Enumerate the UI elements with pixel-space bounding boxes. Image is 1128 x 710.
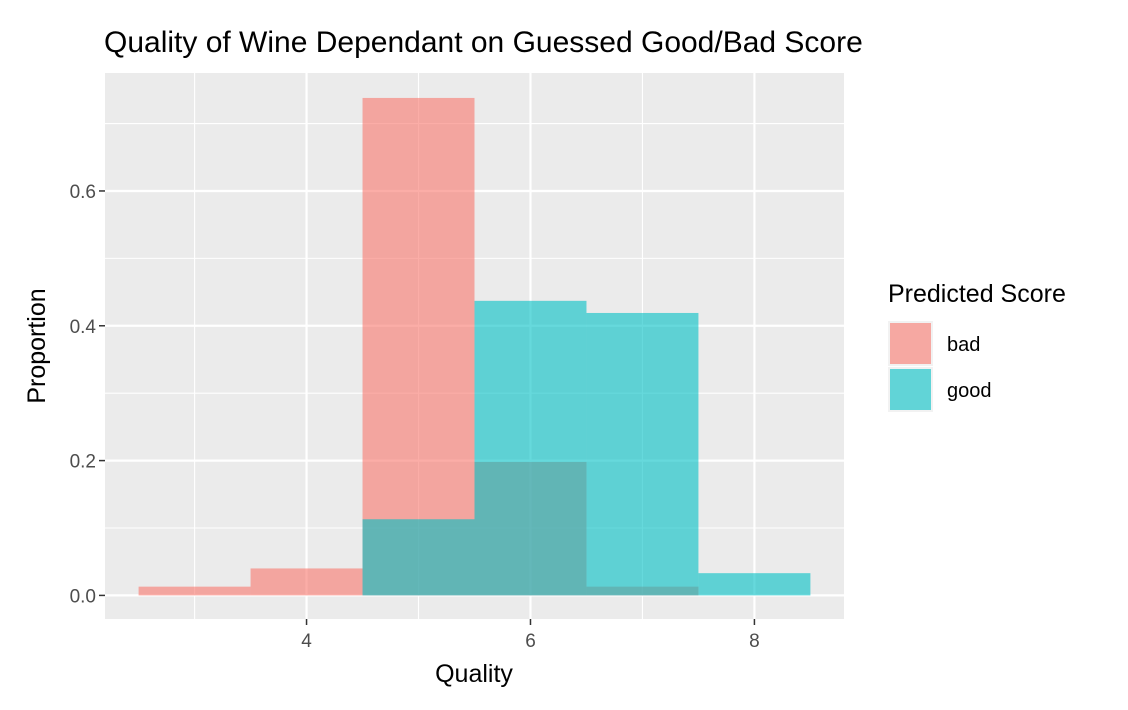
bar-good-6 [474,300,587,596]
legend-swatch-good [890,369,931,410]
bar-bad-4 [250,568,363,596]
bar-good-5 [362,519,475,596]
chart-title: Quality of Wine Dependant on Guessed Goo… [104,26,863,59]
y-tick-label: 0.2 [70,452,96,473]
legend-swatch-bad [890,323,931,364]
legend-label-good: good [947,380,992,402]
x-axis: 4 6 8 [301,619,760,652]
y-tick-label: 0.6 [70,182,96,203]
legend-title: Predicted Score [888,280,1066,308]
x-tick-label: 4 [301,631,312,652]
y-axis-title: Proportion [23,288,51,403]
legend: Predicted Score bad good [888,280,1066,412]
legend-label-bad: bad [947,334,980,356]
y-tick-label: 0.0 [70,586,96,607]
bar-bad-3 [138,586,251,596]
x-tick-label: 8 [749,631,760,652]
bar-bad-5 [362,97,475,596]
bar-good-7 [586,312,699,596]
bar-good-8 [698,573,811,596]
y-tick-label: 0.4 [70,317,97,338]
bars [138,97,811,596]
y-axis: 0.0 0.2 0.4 0.6 [70,182,105,607]
x-axis-title: Quality [435,660,513,688]
x-tick-label: 6 [525,631,536,652]
